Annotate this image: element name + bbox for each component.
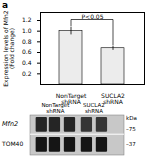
svg-text:0.4: 0.4 <box>22 59 32 66</box>
svg-text:SUCLA2shRNA: SUCLA2shRNA <box>83 102 105 115</box>
html-text:shRNA: shRNA <box>61 97 81 105</box>
html-text:NonTarget: NonTarget <box>55 91 87 99</box>
html-text:shRNA: shRNA <box>103 97 123 105</box>
svg-text:0.8: 0.8 <box>22 38 32 45</box>
svg-text:Expression levels of Mfn2(Fold: Expression levels of Mfn2(Fold change) <box>2 10 16 87</box>
html-text:a: a <box>2 0 9 10</box>
svg-text:0.6: 0.6 <box>22 48 32 55</box>
svg-text:1.0: 1.0 <box>22 27 32 34</box>
svg-text:–37: –37 <box>126 141 136 147</box>
svg-text:NonTargetshRNA: NonTargetshRNA <box>41 102 70 115</box>
html-text:SUCLA2: SUCLA2 <box>101 91 125 99</box>
svg-text:P<0.05: P<0.05 <box>81 13 103 20</box>
svg-text:kDa: kDa <box>126 115 137 121</box>
svg-text:–75: –75 <box>126 126 136 132</box>
svg-text:1.2: 1.2 <box>22 16 32 23</box>
svg-text:Mfn2: Mfn2 <box>2 120 18 128</box>
svg-text:0.2: 0.2 <box>22 70 32 77</box>
svg-text:TOM40: TOM40 <box>1 140 23 147</box>
